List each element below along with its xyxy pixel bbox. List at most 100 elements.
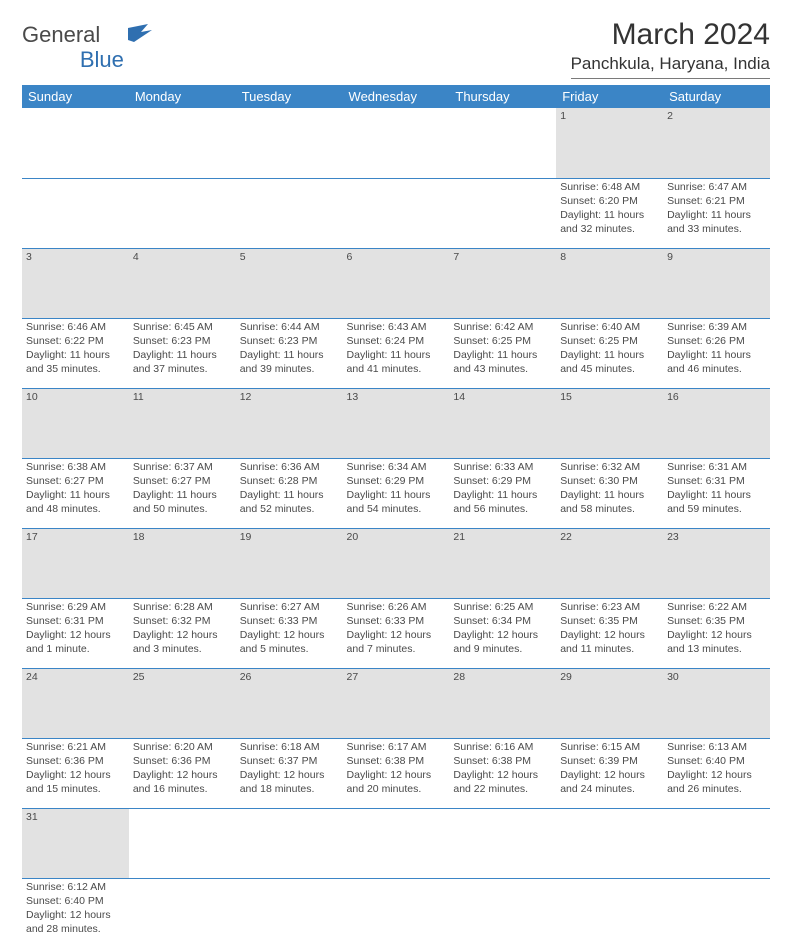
day-number-cell xyxy=(129,808,236,878)
sunrise-line: Sunrise: 6:32 AM xyxy=(560,460,659,474)
daylight-line: Daylight: 12 hours and 9 minutes. xyxy=(453,628,552,656)
day-number-cell: 8 xyxy=(556,248,663,318)
sunset-line: Sunset: 6:31 PM xyxy=(667,474,766,488)
day-header: Monday xyxy=(129,85,236,108)
sunset-line: Sunset: 6:27 PM xyxy=(26,474,125,488)
daylight-line: Daylight: 11 hours and 43 minutes. xyxy=(453,348,552,376)
day-number-cell: 23 xyxy=(663,528,770,598)
day-cell: Sunrise: 6:18 AMSunset: 6:37 PMDaylight:… xyxy=(236,738,343,808)
day-number-cell: 9 xyxy=(663,248,770,318)
daylight-line: Daylight: 12 hours and 16 minutes. xyxy=(133,768,232,796)
day-number-cell: 21 xyxy=(449,528,556,598)
sunset-line: Sunset: 6:40 PM xyxy=(26,894,125,908)
day-header: Thursday xyxy=(449,85,556,108)
daylight-line: Daylight: 12 hours and 15 minutes. xyxy=(26,768,125,796)
sunset-line: Sunset: 6:26 PM xyxy=(667,334,766,348)
calendar-table: SundayMondayTuesdayWednesdayThursdayFrid… xyxy=(22,85,770,948)
day-cell: Sunrise: 6:28 AMSunset: 6:32 PMDaylight:… xyxy=(129,598,236,668)
day-number-cell: 7 xyxy=(449,248,556,318)
daynum-row: 10111213141516 xyxy=(22,388,770,458)
sunrise-line: Sunrise: 6:36 AM xyxy=(240,460,339,474)
day-cell: Sunrise: 6:21 AMSunset: 6:36 PMDaylight:… xyxy=(22,738,129,808)
week-row: Sunrise: 6:29 AMSunset: 6:31 PMDaylight:… xyxy=(22,598,770,668)
day-cell: Sunrise: 6:32 AMSunset: 6:30 PMDaylight:… xyxy=(556,458,663,528)
location: Panchkula, Haryana, India xyxy=(571,54,770,79)
sunset-line: Sunset: 6:23 PM xyxy=(240,334,339,348)
daylight-line: Daylight: 12 hours and 18 minutes. xyxy=(240,768,339,796)
day-number-cell: 25 xyxy=(129,668,236,738)
sunrise-line: Sunrise: 6:37 AM xyxy=(133,460,232,474)
sunset-line: Sunset: 6:36 PM xyxy=(133,754,232,768)
month-title: March 2024 xyxy=(571,18,770,52)
day-number-cell: 15 xyxy=(556,388,663,458)
day-cell: Sunrise: 6:39 AMSunset: 6:26 PMDaylight:… xyxy=(663,318,770,388)
day-cell: Sunrise: 6:31 AMSunset: 6:31 PMDaylight:… xyxy=(663,458,770,528)
sunrise-line: Sunrise: 6:34 AM xyxy=(347,460,446,474)
day-cell: Sunrise: 6:17 AMSunset: 6:38 PMDaylight:… xyxy=(343,738,450,808)
week-row: Sunrise: 6:48 AMSunset: 6:20 PMDaylight:… xyxy=(22,178,770,248)
day-cell: Sunrise: 6:22 AMSunset: 6:35 PMDaylight:… xyxy=(663,598,770,668)
day-cell: Sunrise: 6:46 AMSunset: 6:22 PMDaylight:… xyxy=(22,318,129,388)
sunrise-line: Sunrise: 6:39 AM xyxy=(667,320,766,334)
day-cell xyxy=(236,178,343,248)
sunrise-line: Sunrise: 6:48 AM xyxy=(560,180,659,194)
sunset-line: Sunset: 6:33 PM xyxy=(240,614,339,628)
daylight-line: Daylight: 11 hours and 39 minutes. xyxy=(240,348,339,376)
sunrise-line: Sunrise: 6:44 AM xyxy=(240,320,339,334)
sunset-line: Sunset: 6:25 PM xyxy=(560,334,659,348)
daylight-line: Daylight: 12 hours and 3 minutes. xyxy=(133,628,232,656)
sunset-line: Sunset: 6:35 PM xyxy=(560,614,659,628)
sunset-line: Sunset: 6:20 PM xyxy=(560,194,659,208)
daylight-line: Daylight: 11 hours and 35 minutes. xyxy=(26,348,125,376)
day-number-cell xyxy=(236,108,343,178)
daylight-line: Daylight: 11 hours and 54 minutes. xyxy=(347,488,446,516)
day-number-cell: 22 xyxy=(556,528,663,598)
day-number-cell: 13 xyxy=(343,388,450,458)
day-cell: Sunrise: 6:16 AMSunset: 6:38 PMDaylight:… xyxy=(449,738,556,808)
day-header: Friday xyxy=(556,85,663,108)
daylight-line: Daylight: 11 hours and 32 minutes. xyxy=(560,208,659,236)
sunset-line: Sunset: 6:29 PM xyxy=(453,474,552,488)
sunset-line: Sunset: 6:37 PM xyxy=(240,754,339,768)
logo-text-general: General xyxy=(22,22,100,47)
week-row: Sunrise: 6:46 AMSunset: 6:22 PMDaylight:… xyxy=(22,318,770,388)
sunrise-line: Sunrise: 6:17 AM xyxy=(347,740,446,754)
day-cell xyxy=(556,878,663,948)
daynum-row: 12 xyxy=(22,108,770,178)
day-cell: Sunrise: 6:42 AMSunset: 6:25 PMDaylight:… xyxy=(449,318,556,388)
daylight-line: Daylight: 12 hours and 26 minutes. xyxy=(667,768,766,796)
day-number-cell: 12 xyxy=(236,388,343,458)
sunrise-line: Sunrise: 6:16 AM xyxy=(453,740,552,754)
day-cell: Sunrise: 6:37 AMSunset: 6:27 PMDaylight:… xyxy=(129,458,236,528)
daylight-line: Daylight: 12 hours and 11 minutes. xyxy=(560,628,659,656)
day-cell: Sunrise: 6:25 AMSunset: 6:34 PMDaylight:… xyxy=(449,598,556,668)
day-number-cell xyxy=(449,808,556,878)
day-cell: Sunrise: 6:27 AMSunset: 6:33 PMDaylight:… xyxy=(236,598,343,668)
day-number-cell: 11 xyxy=(129,388,236,458)
week-row: Sunrise: 6:38 AMSunset: 6:27 PM Daylight:… xyxy=(22,458,770,528)
daylight-line: Daylight: 12 hours and 1 minute. xyxy=(26,628,125,656)
day-number-cell: 29 xyxy=(556,668,663,738)
daylight-line: Daylight: 12 hours and 7 minutes. xyxy=(347,628,446,656)
day-number-cell xyxy=(129,108,236,178)
day-cell: Sunrise: 6:26 AMSunset: 6:33 PMDaylight:… xyxy=(343,598,450,668)
daynum-row: 31 xyxy=(22,808,770,878)
daylight-line: Daylight: 11 hours and 50 minutes. xyxy=(133,488,232,516)
sunrise-line: Sunrise: 6:20 AM xyxy=(133,740,232,754)
day-header-row: SundayMondayTuesdayWednesdayThursdayFrid… xyxy=(22,85,770,108)
day-number-cell: 18 xyxy=(129,528,236,598)
sunset-line: Sunset: 6:29 PM xyxy=(347,474,446,488)
sunset-line: Sunset: 6:31 PM xyxy=(26,614,125,628)
day-number-cell: 27 xyxy=(343,668,450,738)
sunrise-line: Sunrise: 6:47 AM xyxy=(667,180,766,194)
sunset-line: Sunset: 6:38 PM xyxy=(453,754,552,768)
logo: General Gene Blue xyxy=(22,24,154,73)
sunrise-line: Sunrise: 6:43 AM xyxy=(347,320,446,334)
day-number-cell xyxy=(236,808,343,878)
sunrise-line: Sunrise: 6:38 AM xyxy=(26,460,125,474)
day-cell xyxy=(343,878,450,948)
sunrise-line: Sunrise: 6:46 AM xyxy=(26,320,125,334)
daylight-line: Daylight: 11 hours and 37 minutes. xyxy=(133,348,232,376)
day-cell: Sunrise: 6:40 AMSunset: 6:25 PMDaylight:… xyxy=(556,318,663,388)
sunrise-line: Sunrise: 6:18 AM xyxy=(240,740,339,754)
